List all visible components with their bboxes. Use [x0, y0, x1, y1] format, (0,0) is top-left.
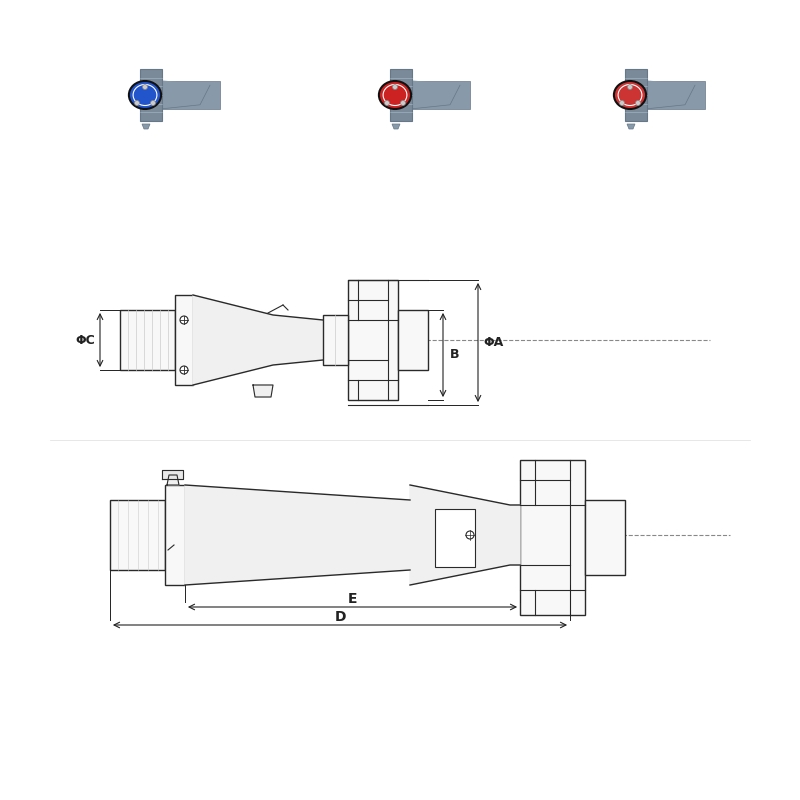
Polygon shape — [627, 124, 635, 129]
Ellipse shape — [619, 101, 625, 106]
Ellipse shape — [129, 81, 161, 109]
Text: D: D — [334, 610, 346, 624]
Text: E: E — [348, 592, 358, 606]
Ellipse shape — [635, 101, 641, 106]
Ellipse shape — [618, 85, 642, 106]
Ellipse shape — [466, 531, 474, 539]
Polygon shape — [185, 485, 410, 585]
Bar — [175, 295, 193, 385]
Ellipse shape — [393, 85, 398, 90]
Polygon shape — [160, 81, 210, 109]
Bar — [520, 460, 585, 615]
Bar — [165, 485, 185, 585]
Polygon shape — [253, 385, 273, 397]
Polygon shape — [167, 475, 179, 485]
Ellipse shape — [627, 85, 633, 90]
Bar — [625, 69, 647, 121]
Ellipse shape — [180, 366, 188, 374]
Ellipse shape — [401, 101, 406, 106]
Ellipse shape — [385, 101, 390, 106]
Polygon shape — [162, 470, 183, 479]
Bar — [348, 280, 398, 400]
Text: ΦA: ΦA — [483, 336, 503, 349]
Polygon shape — [392, 124, 400, 129]
Ellipse shape — [142, 85, 147, 90]
Text: ΦC: ΦC — [75, 334, 95, 346]
Bar — [435, 509, 475, 567]
Text: B: B — [450, 349, 460, 362]
Bar — [160, 81, 220, 109]
Ellipse shape — [150, 101, 155, 106]
Bar — [140, 69, 162, 121]
Ellipse shape — [180, 316, 188, 324]
Bar — [120, 310, 175, 370]
Bar — [398, 310, 428, 370]
Polygon shape — [410, 81, 460, 109]
Bar — [410, 81, 470, 109]
Ellipse shape — [134, 101, 139, 106]
Bar — [645, 81, 705, 109]
Ellipse shape — [383, 85, 407, 106]
Ellipse shape — [133, 85, 157, 106]
Bar — [390, 69, 412, 121]
Ellipse shape — [379, 81, 411, 109]
Polygon shape — [142, 124, 150, 129]
Polygon shape — [410, 485, 520, 585]
Polygon shape — [645, 81, 695, 109]
Bar — [585, 500, 625, 575]
Polygon shape — [193, 295, 323, 385]
Bar — [110, 500, 165, 570]
Ellipse shape — [614, 81, 646, 109]
Bar — [323, 315, 348, 365]
